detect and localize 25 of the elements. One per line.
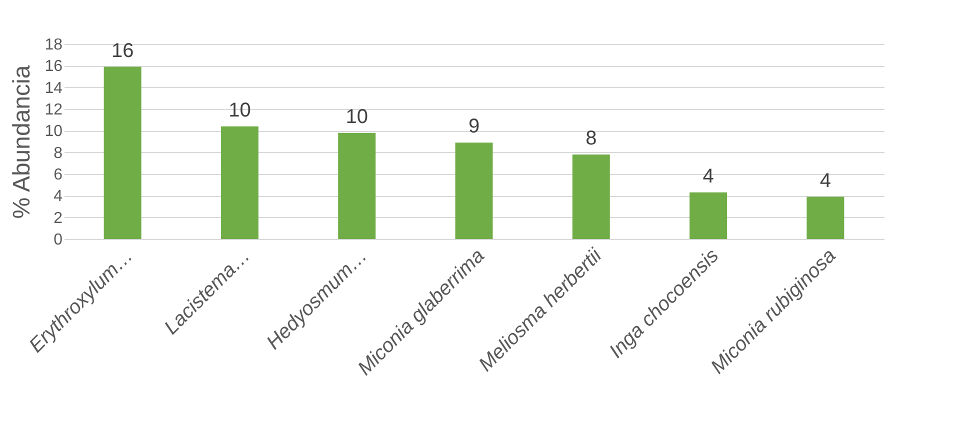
y-tick-label: 4 (54, 188, 63, 206)
data-label: 4 (702, 165, 714, 188)
data-label: 10 (346, 106, 368, 128)
y-tick-label: 6 (54, 166, 63, 184)
data-label: 4 (820, 170, 831, 192)
bar (455, 142, 493, 239)
y-tick-label: 12 (44, 102, 63, 118)
bar (690, 192, 728, 239)
y-tick-label: 16 (44, 58, 63, 76)
y-axis-title: % Abundancia (8, 64, 36, 219)
y-tick-label: 14 (44, 80, 63, 97)
y-tick-label: 18 (44, 36, 63, 54)
bar (572, 154, 610, 239)
data-label: 8 (586, 128, 597, 150)
bar (104, 66, 142, 239)
y-tick-label: 10 (44, 123, 63, 140)
data-label: 9 (468, 116, 480, 138)
data-label: 16 (111, 40, 134, 62)
bar (338, 132, 376, 239)
data-label: 10 (228, 99, 251, 122)
y-tick-label: 0 (54, 232, 63, 248)
bar (806, 196, 844, 239)
y-tick-label: 8 (54, 144, 63, 162)
y-tick-label: 2 (54, 210, 63, 227)
bar (220, 126, 258, 239)
